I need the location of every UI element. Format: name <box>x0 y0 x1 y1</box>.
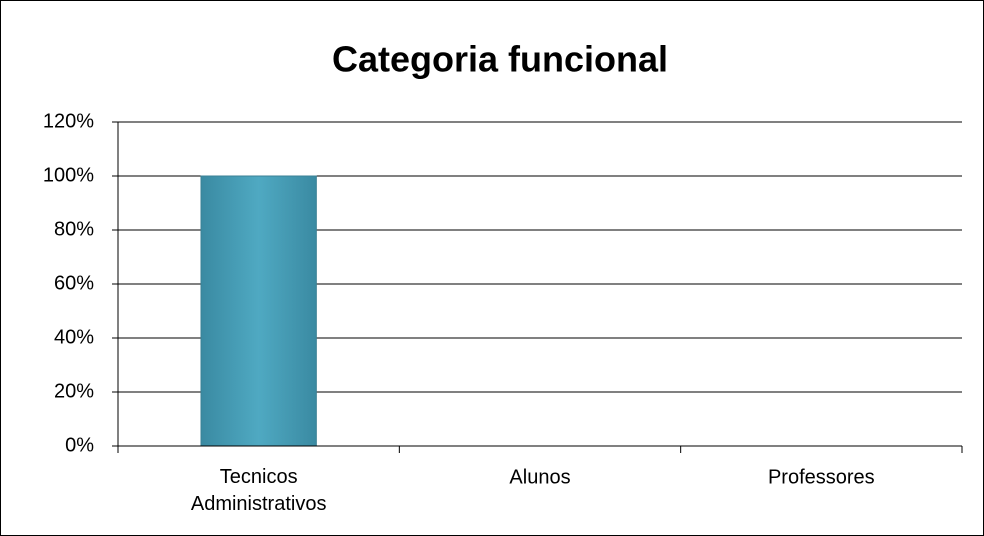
y-tick-label: 100% <box>43 164 94 186</box>
y-tick-label: 20% <box>54 380 94 402</box>
chart-title: Categoria funcional <box>332 39 668 80</box>
y-tick-label: 80% <box>54 218 94 240</box>
y-tick-label: 0% <box>65 434 94 456</box>
x-tick-label: Alunos <box>509 466 570 488</box>
y-tick-label: 60% <box>54 272 94 294</box>
x-tick-label: Professores <box>768 466 875 488</box>
bar <box>200 175 317 447</box>
x-tick-label: Tecnicos Administrativos <box>191 466 327 515</box>
y-tick-label: 120% <box>43 110 94 132</box>
y-tick-label: 40% <box>54 326 94 348</box>
